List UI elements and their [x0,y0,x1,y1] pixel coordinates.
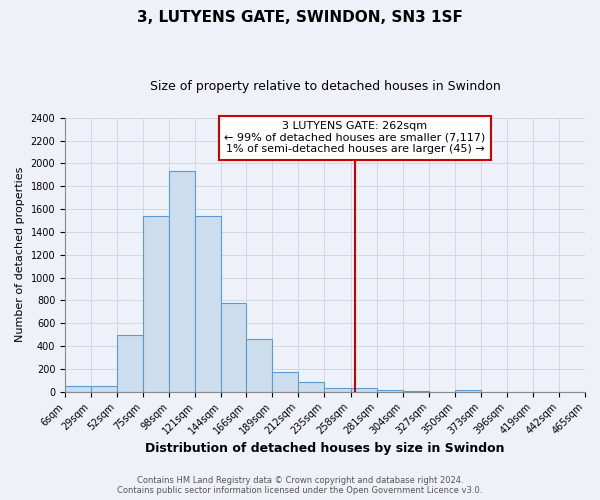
Text: 3 LUTYENS GATE: 262sqm
← 99% of detached houses are smaller (7,117)
1% of semi-d: 3 LUTYENS GATE: 262sqm ← 99% of detached… [224,121,485,154]
Bar [325,388,350,392]
X-axis label: Distribution of detached houses by size in Swindon: Distribution of detached houses by size … [145,442,505,455]
Y-axis label: Number of detached properties: Number of detached properties [15,167,25,342]
Bar [91,386,117,392]
Bar [65,386,91,392]
Text: 3, LUTYENS GATE, SWINDON, SN3 1SF: 3, LUTYENS GATE, SWINDON, SN3 1SF [137,10,463,25]
Bar [298,382,325,392]
Bar [403,391,428,392]
Bar [246,340,272,392]
Bar [221,302,246,392]
Text: Contains HM Land Registry data © Crown copyright and database right 2024.
Contai: Contains HM Land Registry data © Crown c… [118,476,482,495]
Bar [117,334,143,392]
Bar [455,390,481,392]
Bar [272,372,298,392]
Bar [143,216,169,392]
Title: Size of property relative to detached houses in Swindon: Size of property relative to detached ho… [149,80,500,93]
Bar [350,388,377,392]
Bar [377,390,403,392]
Bar [196,216,221,392]
Bar [169,172,196,392]
